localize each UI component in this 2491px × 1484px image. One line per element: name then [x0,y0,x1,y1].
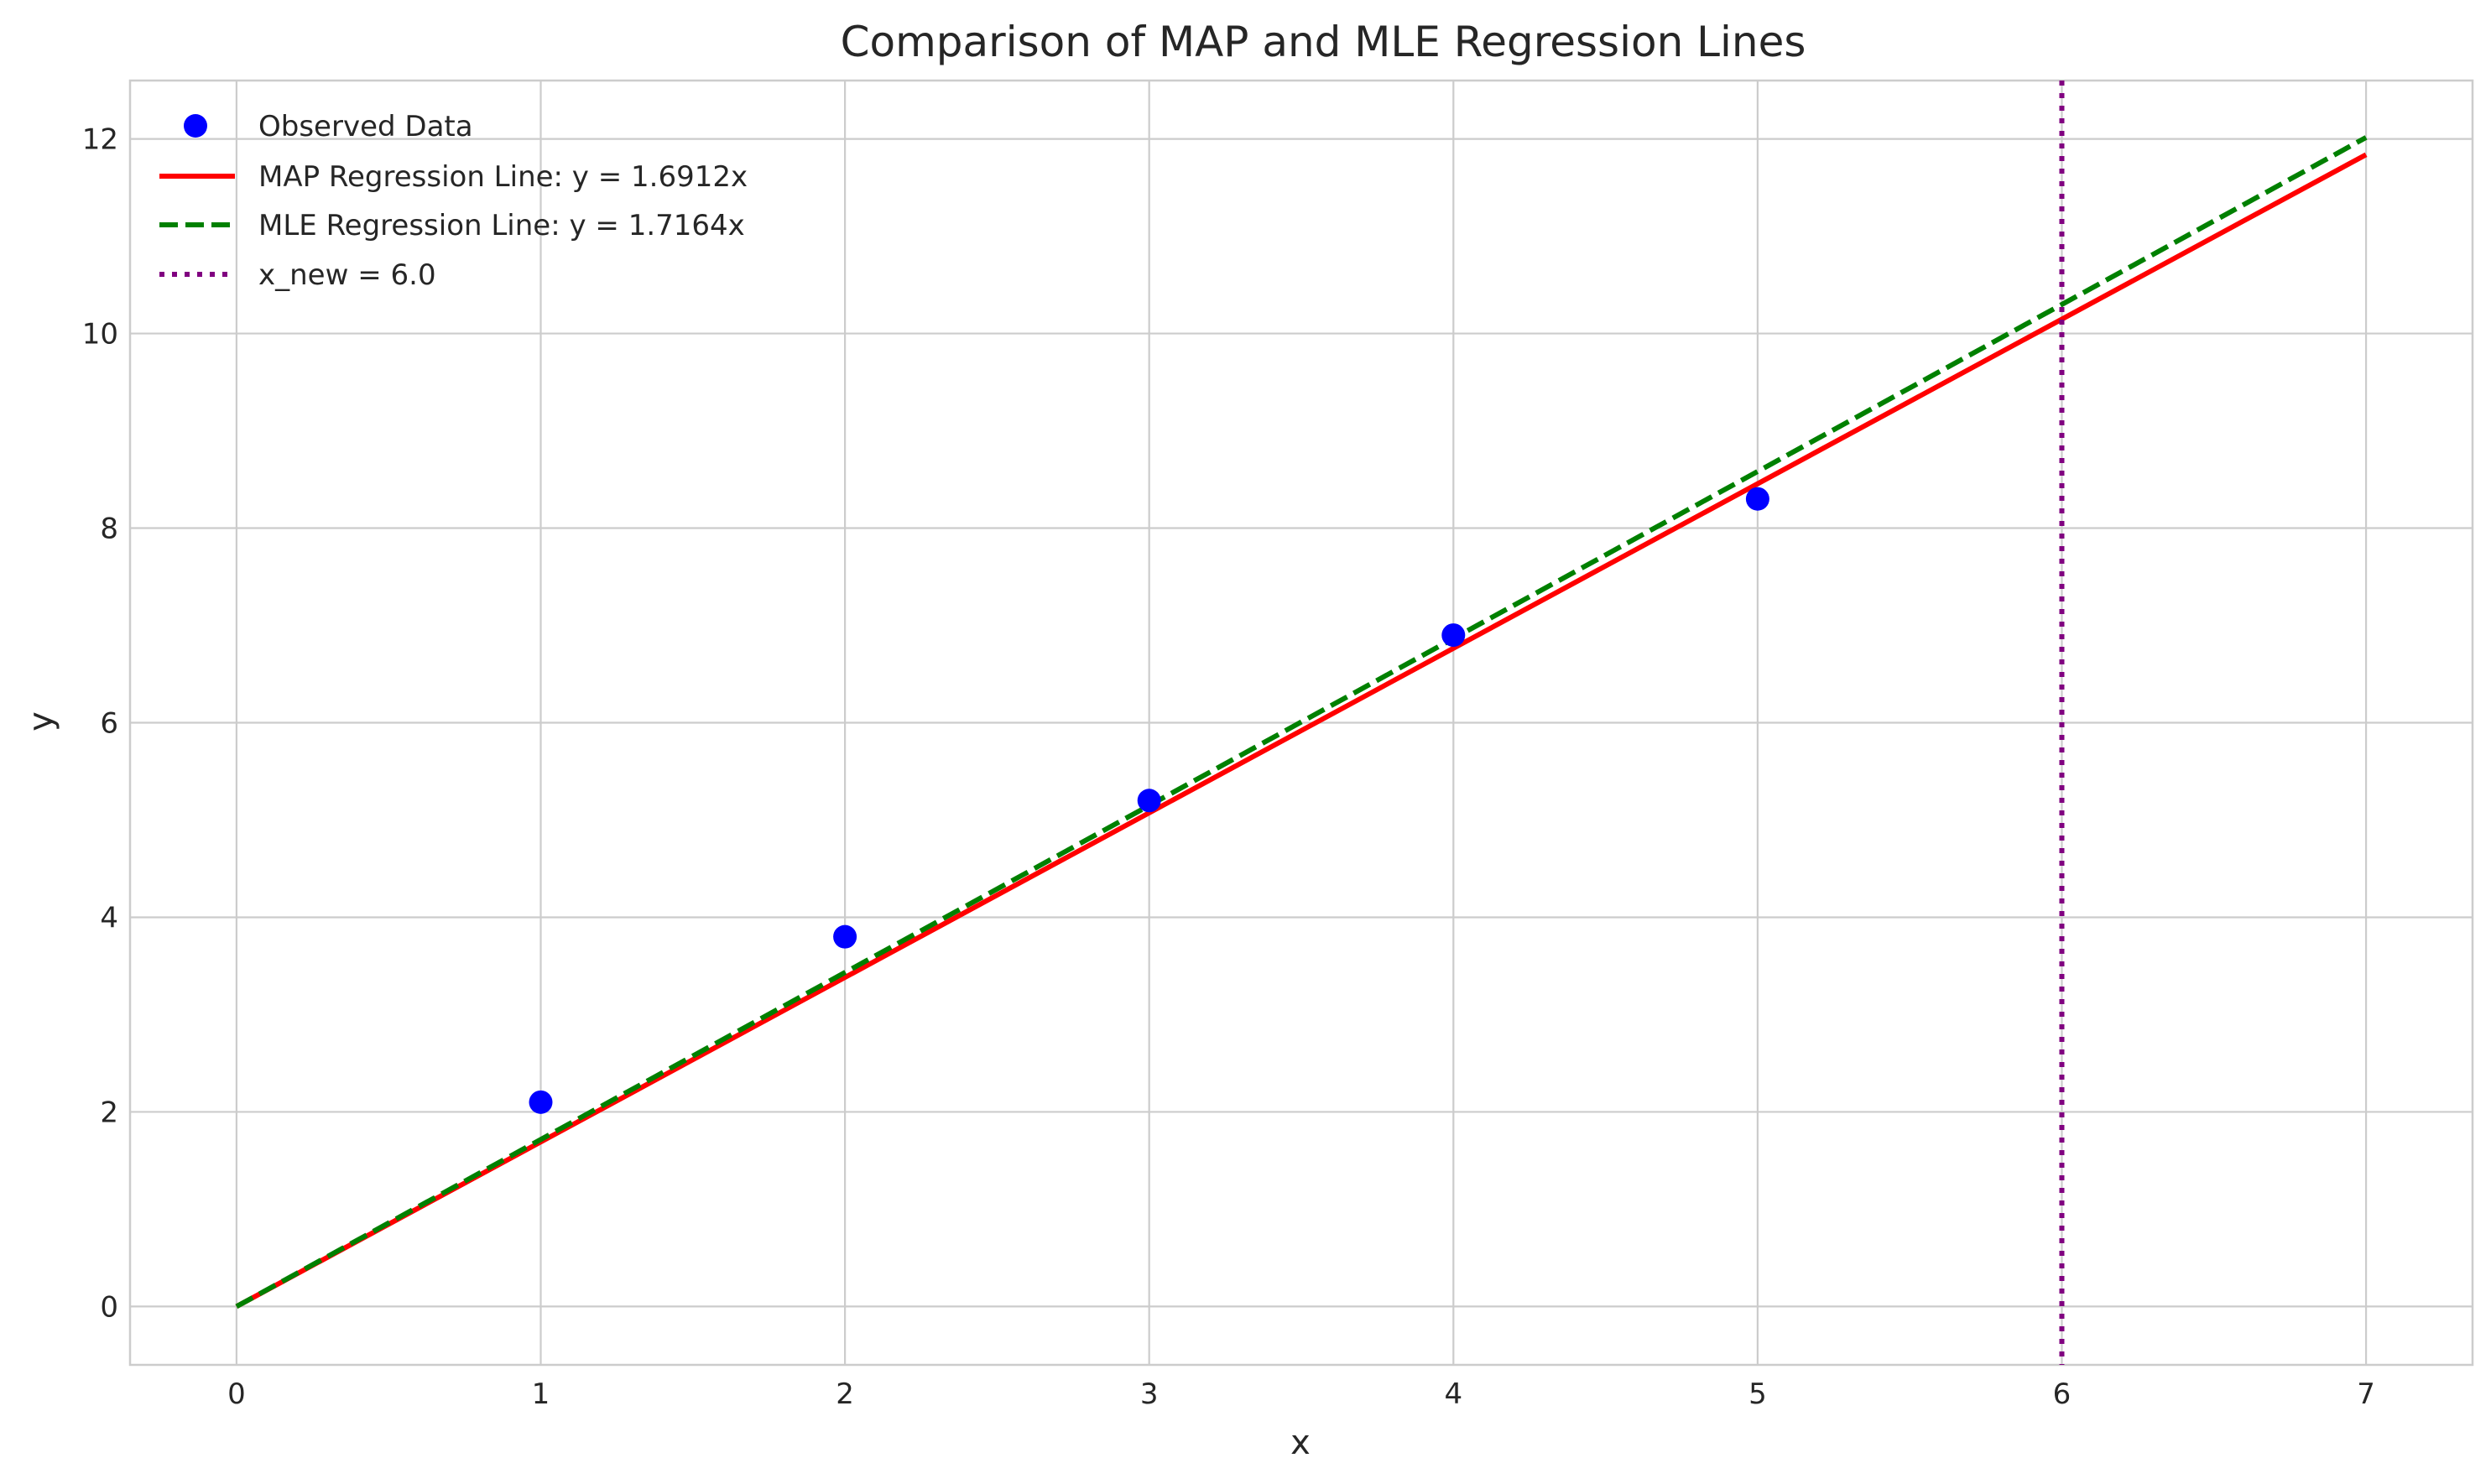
chart-title: Comparison of MAP and MLE Regression Lin… [841,18,1806,66]
x-tick-label: 1 [532,1377,550,1411]
legend-label-observed-data: Observed Data [258,110,473,143]
x-tick-label: 5 [1748,1377,1767,1411]
mle-regression-line [235,135,2368,1310]
legend-label-x-new: x_new = 6.0 [258,258,436,292]
legend-label-mle-regression-line: MLE Regression Line: y = 1.7164x [258,209,745,242]
x-tick-label: 2 [836,1377,854,1411]
data-point [1745,487,1769,511]
x-tick-label: 7 [2357,1377,2375,1411]
y-axis-label: y [22,711,60,732]
plot-area [128,79,2474,1367]
y-tick-label: 8 [100,513,118,546]
x-tick-label: 3 [1140,1377,1159,1411]
y-tick-label: 4 [100,901,118,935]
x-tick-label: 4 [1444,1377,1462,1411]
legend-label-map-regression-line: MAP Regression Line: y = 1.6912x [258,160,748,194]
data-point [1441,623,1466,648]
legend-scatter-marker [184,114,207,138]
legend: Observed Data MAP Regression Line: y = 1.… [159,110,748,292]
data-point [833,924,857,949]
y-tick-label: 12 [82,123,118,157]
marks [235,81,2368,1365]
data-point [529,1090,553,1114]
x-tick-label: 6 [2053,1377,2071,1411]
data-point [1137,789,1161,813]
y-tick-label: 0 [100,1290,118,1324]
y-tick-label: 6 [100,707,118,741]
x-axis-label: x [1290,1424,1311,1462]
y-tick-label: 10 [82,318,118,351]
x-tick-label: 0 [227,1377,246,1411]
y-tick-label: 2 [100,1096,118,1129]
